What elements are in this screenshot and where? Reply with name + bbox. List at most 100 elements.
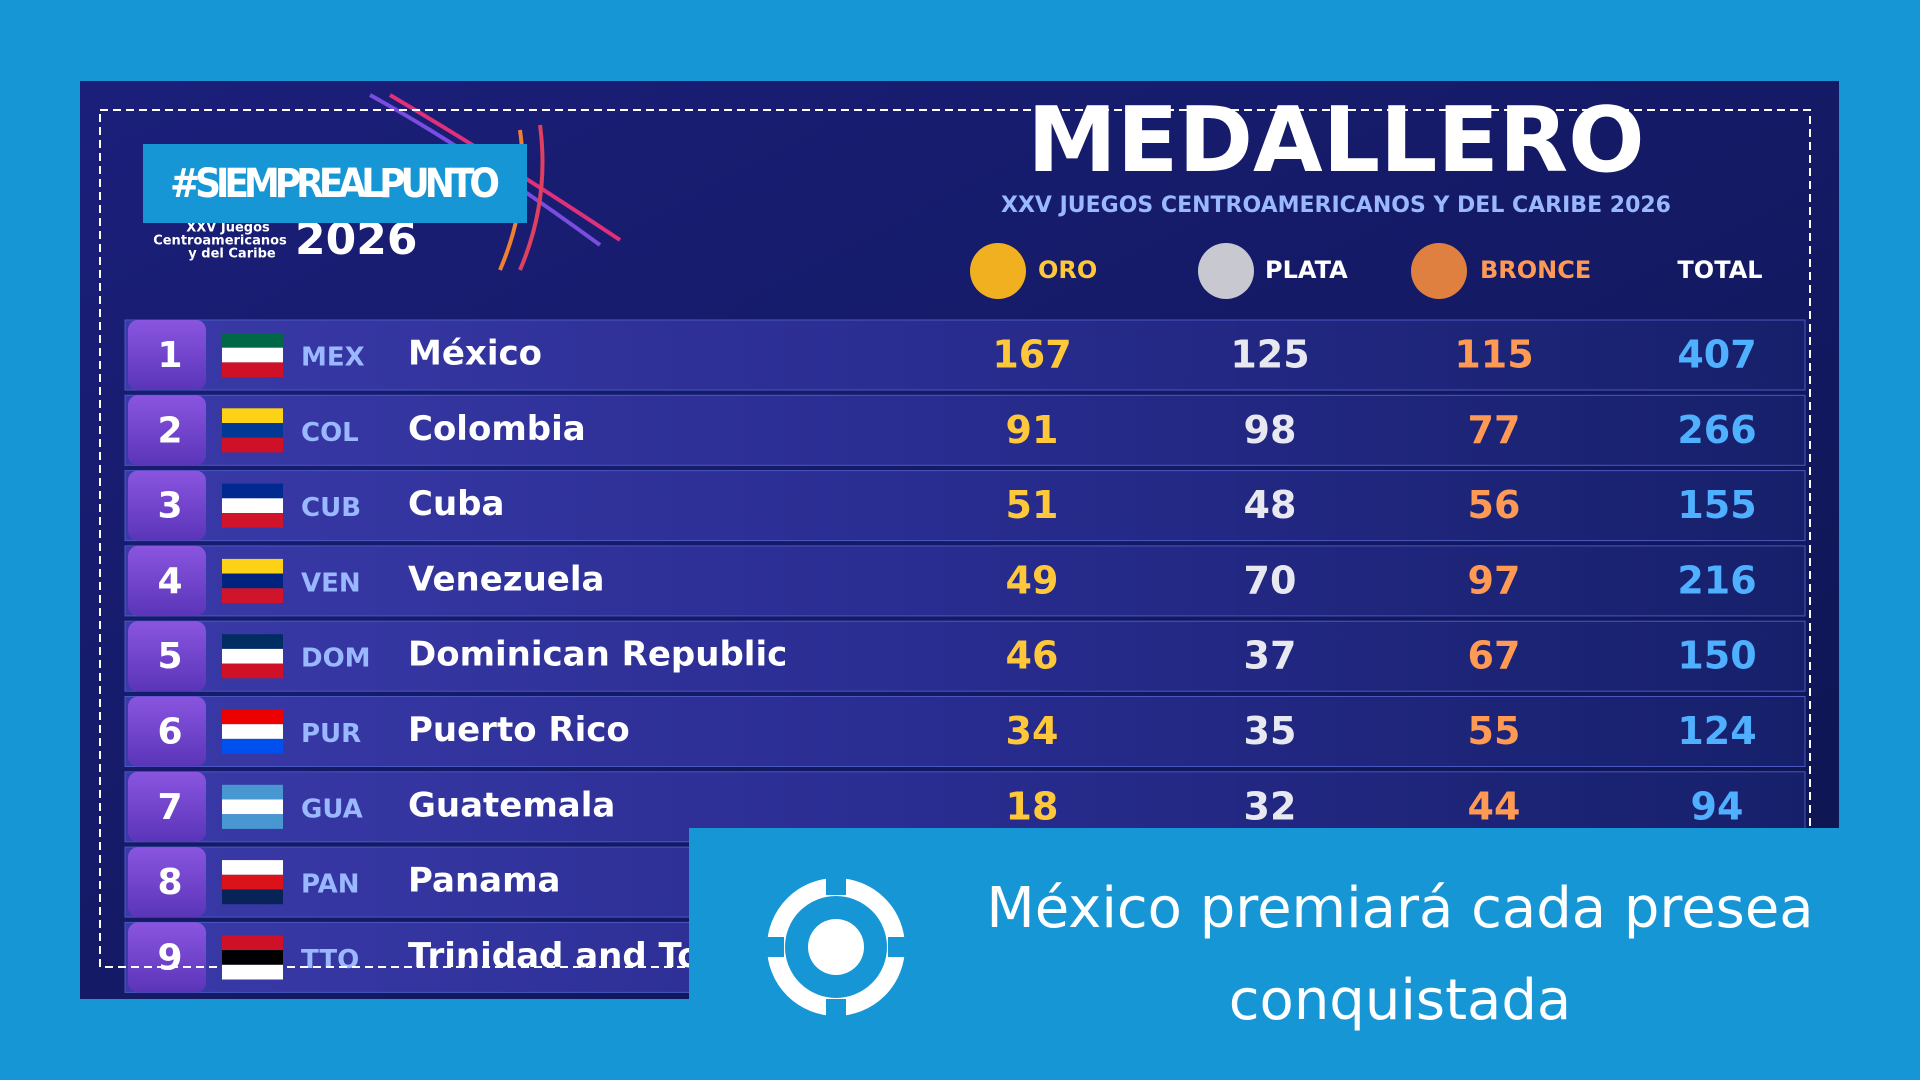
flag <box>222 513 283 528</box>
flag <box>222 437 283 453</box>
column-header: BRONCE <box>1480 256 1591 284</box>
country-code: DOM <box>301 644 371 674</box>
country-code: PUR <box>301 719 361 749</box>
flag <box>222 860 283 875</box>
medal-count: 150 <box>1677 634 1756 678</box>
country-code: CUB <box>301 493 361 523</box>
flag <box>222 573 283 589</box>
country-name: México <box>408 334 542 374</box>
flag <box>222 950 283 965</box>
flag <box>222 347 283 363</box>
logo-text: Centroamericanos <box>153 234 287 249</box>
flag <box>222 935 283 951</box>
rank: 4 <box>157 561 182 602</box>
flag <box>222 333 283 348</box>
medal-count: 67 <box>1468 634 1521 678</box>
rank-badge <box>128 922 206 993</box>
medal-count: 56 <box>1468 483 1521 527</box>
flag <box>222 814 283 829</box>
country-code: TTO <box>301 945 359 975</box>
column-header: TOTAL <box>1677 256 1762 284</box>
country-name: Dominican Republic <box>408 635 787 675</box>
rank-badge <box>128 771 206 842</box>
rank-badge <box>128 470 206 541</box>
flag <box>222 663 283 679</box>
flag <box>222 483 283 499</box>
medal-count: 18 <box>1006 784 1059 828</box>
silver-medal <box>1198 243 1254 299</box>
flag <box>222 738 283 754</box>
medal-count: 32 <box>1244 784 1297 828</box>
flag <box>222 648 283 664</box>
logo-text: y del Caribe <box>188 247 276 262</box>
rank-badge <box>128 320 206 390</box>
country-code: PAN <box>301 870 360 900</box>
medal-count: 37 <box>1244 634 1297 678</box>
column-header: ORO <box>1038 256 1097 284</box>
title: MEDALLERO <box>1027 88 1644 193</box>
bronze-medal <box>1411 243 1467 299</box>
rank: 7 <box>157 787 182 828</box>
row-bg <box>124 545 1806 617</box>
row-bg <box>124 620 1806 692</box>
country-name: Guatemala <box>408 785 615 825</box>
flag <box>222 588 283 603</box>
rank: 9 <box>157 937 182 978</box>
flag <box>222 362 283 378</box>
medal-count: 115 <box>1454 333 1533 377</box>
medal-count: 77 <box>1468 408 1521 452</box>
medal-count: 46 <box>1006 634 1059 678</box>
flag <box>222 724 283 739</box>
medal-count: 70 <box>1244 558 1297 602</box>
medal-count: 55 <box>1468 709 1521 753</box>
column-header: PLATA <box>1265 256 1348 284</box>
flag <box>222 709 283 725</box>
logo-text: XXV Juegos <box>186 221 270 236</box>
hashtag: #SIEMPREALPUNTO <box>170 161 500 207</box>
flag <box>222 498 283 513</box>
country-name: Puerto Rico <box>408 710 630 750</box>
hashtag-box <box>143 144 527 223</box>
logo-icon <box>764 875 908 1019</box>
rank-badge <box>128 621 206 692</box>
headline: conquistada <box>1229 968 1571 1033</box>
rank: 1 <box>157 335 182 376</box>
country-name: Venezuela <box>408 559 604 599</box>
headline-box <box>689 828 1920 1080</box>
medal-count: 98 <box>1244 408 1297 452</box>
flag <box>222 784 283 800</box>
medal-count: 216 <box>1677 558 1756 602</box>
flag <box>222 558 283 574</box>
country-code: GUA <box>301 794 363 824</box>
rank: 6 <box>157 712 182 753</box>
row-bg <box>124 696 1806 767</box>
flag <box>222 408 283 423</box>
rank: 5 <box>157 636 182 677</box>
rank-badge <box>128 545 206 616</box>
medal-count: 125 <box>1230 333 1309 377</box>
medal-count: 51 <box>1006 483 1059 527</box>
medal-count: 49 <box>1006 558 1059 602</box>
rank-badge <box>128 395 206 466</box>
country-name: Panama <box>408 861 560 901</box>
country-code: COL <box>301 418 359 448</box>
country-code: MEX <box>301 343 365 373</box>
medal-count: 48 <box>1244 483 1297 527</box>
medal-count: 155 <box>1677 483 1756 527</box>
country-code: VEN <box>301 568 361 598</box>
row-bg <box>124 470 1806 542</box>
flag <box>222 799 283 815</box>
flag <box>222 423 283 438</box>
row-bg <box>124 319 1806 391</box>
medal-count: 91 <box>1006 408 1059 452</box>
country-name: Cuba <box>408 484 504 524</box>
gold-medal <box>970 243 1026 299</box>
rank-badge <box>128 696 206 767</box>
country-name: Colombia <box>408 409 586 449</box>
subtitle: XXV JUEGOS CENTROAMERICANOS Y DEL CARIBE… <box>1001 193 1671 218</box>
headline: México premiará cada presea <box>986 876 1813 941</box>
row-bg <box>124 394 1806 466</box>
rank: 2 <box>157 410 182 451</box>
